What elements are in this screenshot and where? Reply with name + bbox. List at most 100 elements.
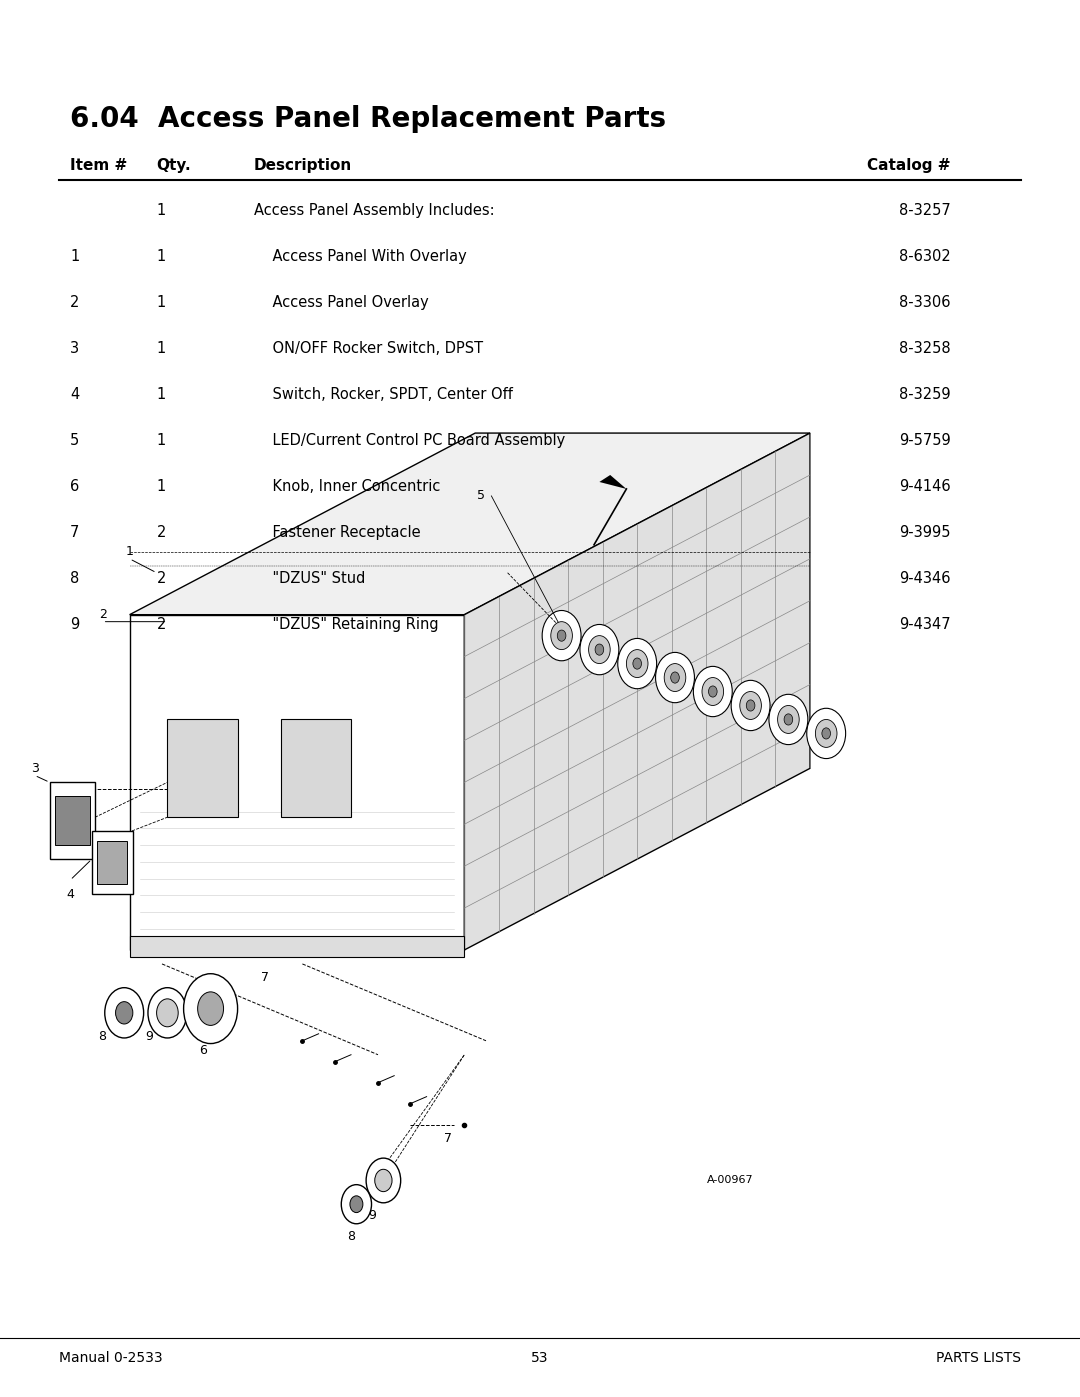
Text: Access Panel With Overlay: Access Panel With Overlay (254, 249, 467, 264)
Text: 7: 7 (70, 525, 80, 541)
Text: 9: 9 (145, 1030, 153, 1044)
Circle shape (542, 610, 581, 661)
Text: PARTS LISTS: PARTS LISTS (935, 1351, 1021, 1365)
Text: 9-4146: 9-4146 (899, 479, 950, 495)
Text: A-00967: A-00967 (707, 1175, 754, 1186)
Circle shape (595, 644, 604, 655)
Text: Switch, Rocker, SPDT, Center Off: Switch, Rocker, SPDT, Center Off (254, 387, 513, 402)
Text: 8-3306: 8-3306 (899, 295, 950, 310)
Circle shape (198, 992, 224, 1025)
Text: 9-4347: 9-4347 (899, 617, 950, 633)
Text: LED/Current Control PC Board Assembly: LED/Current Control PC Board Assembly (254, 433, 565, 448)
Circle shape (366, 1158, 401, 1203)
Text: 1: 1 (125, 545, 134, 559)
Text: 2: 2 (157, 571, 166, 587)
Polygon shape (130, 615, 464, 950)
Text: 7: 7 (260, 971, 269, 985)
Circle shape (656, 652, 694, 703)
Polygon shape (130, 433, 810, 615)
Circle shape (822, 728, 831, 739)
Text: 1: 1 (157, 433, 166, 448)
Text: 9: 9 (368, 1208, 377, 1222)
Text: Knob, Inner Concentric: Knob, Inner Concentric (254, 479, 441, 495)
Circle shape (116, 1002, 133, 1024)
Circle shape (708, 686, 717, 697)
Text: 1: 1 (157, 341, 166, 356)
Text: 6.04  Access Panel Replacement Parts: 6.04 Access Panel Replacement Parts (70, 105, 666, 133)
Text: 9-5759: 9-5759 (899, 433, 950, 448)
Text: Catalog #: Catalog # (867, 158, 950, 173)
Bar (92, 831, 133, 894)
Circle shape (702, 678, 724, 705)
Text: 2: 2 (157, 525, 166, 541)
Text: 1: 1 (157, 387, 166, 402)
Text: 1: 1 (157, 249, 166, 264)
Text: 3: 3 (70, 341, 79, 356)
Text: 9: 9 (70, 617, 80, 633)
Text: 1: 1 (157, 479, 166, 495)
Text: 5: 5 (70, 433, 80, 448)
Text: Access Panel Overlay: Access Panel Overlay (254, 295, 429, 310)
Circle shape (157, 999, 178, 1027)
Circle shape (626, 650, 648, 678)
Text: Item #: Item # (70, 158, 127, 173)
Text: 6: 6 (199, 1044, 207, 1058)
Text: 9-4346: 9-4346 (899, 571, 950, 587)
Bar (50, 782, 95, 859)
Text: 3: 3 (30, 761, 39, 775)
Circle shape (184, 974, 238, 1044)
Circle shape (633, 658, 642, 669)
Circle shape (778, 705, 799, 733)
Text: "DZUS" Retaining Ring: "DZUS" Retaining Ring (254, 617, 438, 633)
Text: 8-6302: 8-6302 (899, 249, 950, 264)
Circle shape (731, 680, 770, 731)
Text: "DZUS" Stud: "DZUS" Stud (254, 571, 365, 587)
Circle shape (350, 1196, 363, 1213)
Bar (167, 719, 238, 817)
Circle shape (618, 638, 657, 689)
Circle shape (664, 664, 686, 692)
Bar (281, 719, 351, 817)
Bar (130, 936, 464, 957)
Bar (55, 796, 90, 845)
Text: 8: 8 (98, 1030, 107, 1044)
Circle shape (740, 692, 761, 719)
Text: 1: 1 (157, 295, 166, 310)
Circle shape (769, 694, 808, 745)
Text: 9-3995: 9-3995 (899, 525, 950, 541)
Circle shape (671, 672, 679, 683)
Text: 8: 8 (70, 571, 80, 587)
Text: Fastener Receptacle: Fastener Receptacle (254, 525, 420, 541)
Text: 8: 8 (347, 1229, 355, 1243)
Text: 8-3258: 8-3258 (899, 341, 950, 356)
Text: 7: 7 (444, 1132, 453, 1146)
Text: Description: Description (254, 158, 352, 173)
Circle shape (557, 630, 566, 641)
Circle shape (589, 636, 610, 664)
Circle shape (148, 988, 187, 1038)
Text: 1: 1 (70, 249, 80, 264)
Text: Manual 0-2533: Manual 0-2533 (59, 1351, 163, 1365)
Text: 4: 4 (70, 387, 80, 402)
Polygon shape (464, 433, 810, 950)
Text: 6: 6 (70, 479, 80, 495)
Text: 8-3259: 8-3259 (899, 387, 950, 402)
Text: 5: 5 (476, 489, 485, 503)
Polygon shape (599, 475, 626, 489)
Circle shape (105, 988, 144, 1038)
Bar (97, 841, 127, 884)
Text: 53: 53 (531, 1351, 549, 1365)
Circle shape (580, 624, 619, 675)
Circle shape (815, 719, 837, 747)
Text: Qty.: Qty. (157, 158, 191, 173)
Text: 2: 2 (70, 295, 80, 310)
Circle shape (807, 708, 846, 759)
Text: Access Panel Assembly Includes:: Access Panel Assembly Includes: (254, 203, 495, 218)
Text: 8-3257: 8-3257 (899, 203, 950, 218)
Text: 4: 4 (66, 887, 75, 901)
Text: 2: 2 (98, 608, 107, 622)
Circle shape (375, 1169, 392, 1192)
Circle shape (746, 700, 755, 711)
Text: ON/OFF Rocker Switch, DPST: ON/OFF Rocker Switch, DPST (254, 341, 483, 356)
Circle shape (341, 1185, 372, 1224)
